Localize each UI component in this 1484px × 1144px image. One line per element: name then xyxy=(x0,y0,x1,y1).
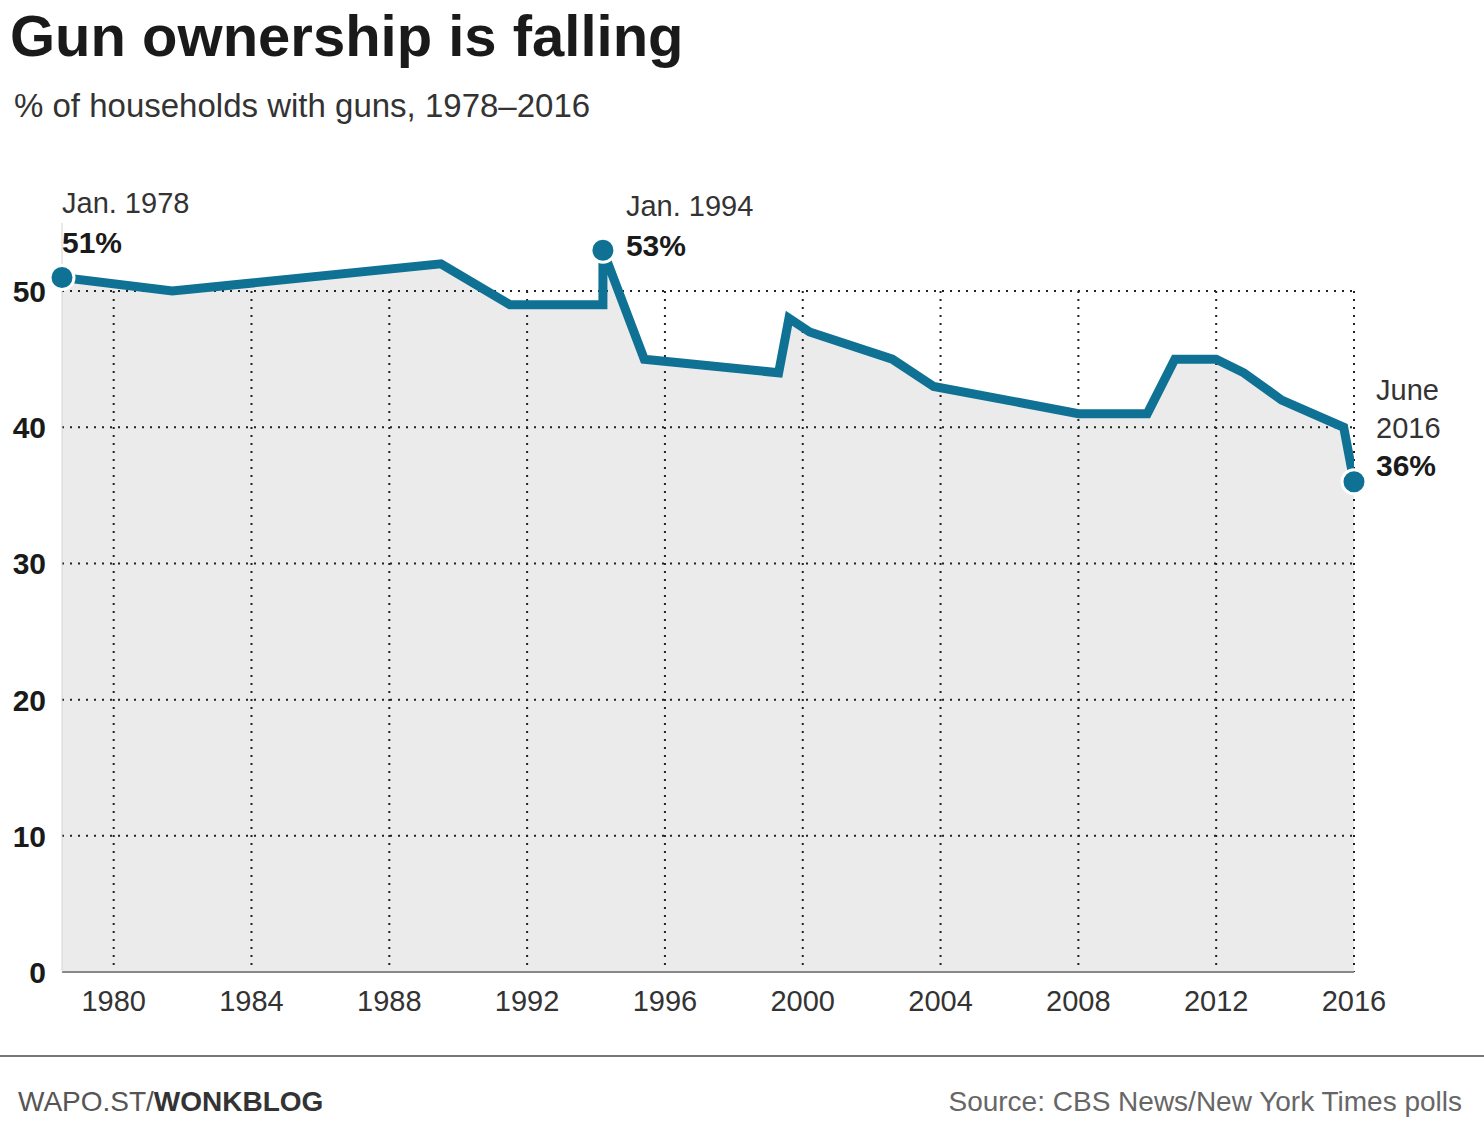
x-tick-label: 2000 xyxy=(770,985,835,1017)
y-tick-label: 30 xyxy=(13,547,46,580)
source: Source: CBS News/New York Times polls xyxy=(948,1086,1462,1117)
annotation: June xyxy=(1376,374,1439,406)
grid-line-x xyxy=(664,291,666,972)
x-tick-label: 2004 xyxy=(908,985,973,1017)
x-tick-label: 1980 xyxy=(81,985,146,1017)
grid-line-y xyxy=(62,699,1354,701)
credit-name: WONKBLOG xyxy=(154,1086,324,1117)
y-tick-label: 40 xyxy=(13,411,46,444)
area xyxy=(62,250,1354,972)
y-tick-label: 0 xyxy=(29,956,46,989)
x-tick-label: 1984 xyxy=(219,985,284,1017)
grid-line-x xyxy=(1215,291,1217,972)
x-tick-label: 1996 xyxy=(633,985,698,1017)
grid-line-y xyxy=(62,290,1354,292)
x-axis-line xyxy=(62,971,1354,973)
grid-line-x xyxy=(940,291,942,972)
line-group xyxy=(62,250,1354,482)
grid-line-y xyxy=(62,562,1354,564)
labels: 51% Jan. 1978 53% Jan. 1994 36% 2016 June xyxy=(50,187,1441,493)
grid-line-y xyxy=(62,426,1354,428)
annotation: 2016 xyxy=(1376,412,1441,444)
grid-line-x xyxy=(388,291,390,972)
subtitle: % of households with guns, 1978–2016 xyxy=(14,87,590,124)
x-tick-label: 2008 xyxy=(1046,985,1111,1017)
line xyxy=(62,250,1354,482)
grid-line-x xyxy=(1353,291,1355,972)
x-tick-label: 2016 xyxy=(1322,985,1387,1017)
marker xyxy=(1342,470,1366,494)
data-label: 51% xyxy=(62,226,122,259)
y-tick-label: 50 xyxy=(13,275,46,308)
marker xyxy=(591,238,615,262)
plot-area xyxy=(62,250,1354,972)
grid-line-x xyxy=(113,291,115,972)
annotation: Jan. 1994 xyxy=(626,190,753,222)
x-tick-label: 1992 xyxy=(495,985,560,1017)
x-tick-label: 2012 xyxy=(1184,985,1249,1017)
grid-line-y xyxy=(62,835,1354,837)
annotation: Jan. 1978 xyxy=(62,187,189,219)
grid-line-x xyxy=(526,291,528,972)
credit-prefix: WAPO.ST/ xyxy=(18,1086,154,1117)
marker xyxy=(50,265,74,289)
x-tick-label: 1988 xyxy=(357,985,422,1017)
data-label: 53% xyxy=(626,229,686,262)
grid-line-x xyxy=(802,291,804,972)
grid-line-x xyxy=(1077,291,1079,972)
y-tick-label: 20 xyxy=(13,684,46,717)
data-label: 36% xyxy=(1376,449,1436,482)
y-axis-line xyxy=(62,223,63,972)
chart: Gun ownership is falling % of households … xyxy=(0,0,1484,1144)
credit: WAPO.ST/WONKBLOG xyxy=(18,1086,323,1117)
y-tick-label: 10 xyxy=(13,820,46,853)
grid-line-x xyxy=(250,291,252,972)
footer-rule xyxy=(0,1055,1484,1057)
title: Gun ownership is falling xyxy=(10,3,684,68)
